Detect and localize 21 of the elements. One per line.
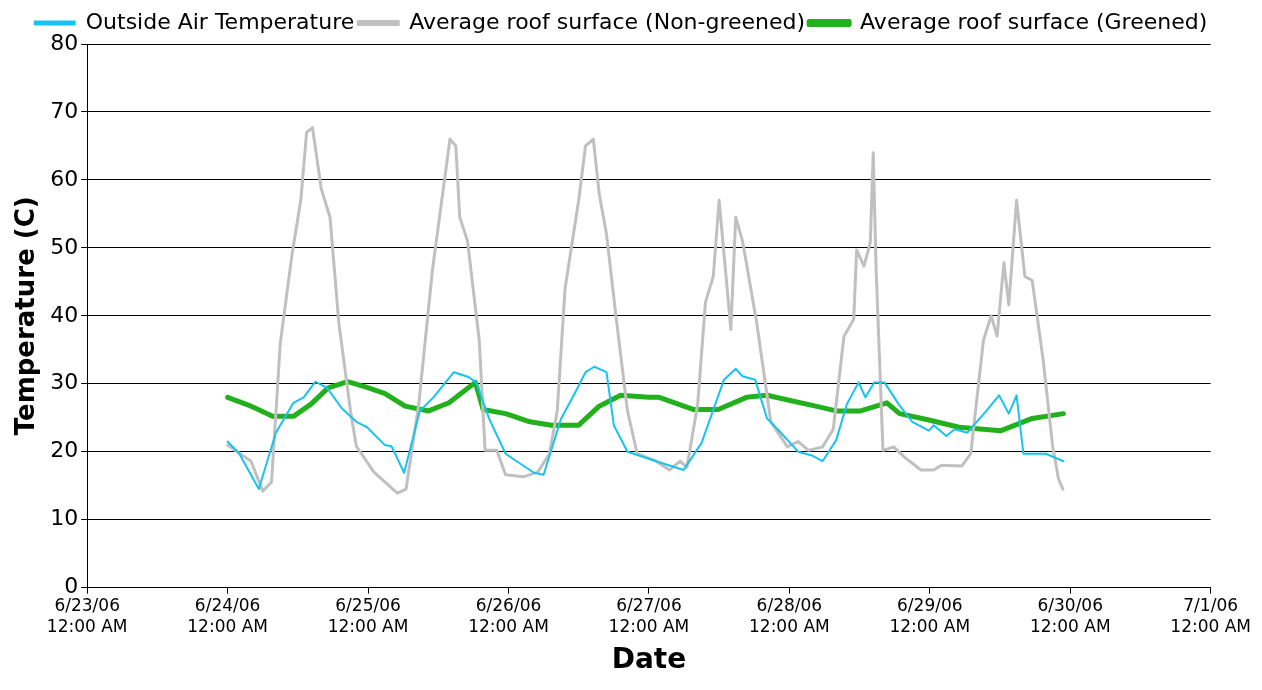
x-tick-label: 6/27/06 12:00 AM bbox=[608, 595, 690, 636]
y-tick-label: 70 bbox=[50, 97, 79, 123]
y-axis-title: Temperature (C) bbox=[10, 196, 41, 436]
legend-label: Outside Air Temperature bbox=[85, 8, 355, 34]
x-tick-label: 6/30/06 12:00 AM bbox=[1029, 595, 1111, 636]
y-tick-label: 20 bbox=[50, 437, 79, 463]
x-tick-label: 6/25/06 12:00 AM bbox=[327, 595, 409, 636]
x-tick-label: 6/29/06 12:00 AM bbox=[889, 595, 971, 636]
x-tick-label: 6/26/06 12:00 AM bbox=[468, 595, 549, 636]
legend-label: Average roof surface (Greened) bbox=[860, 8, 1208, 34]
x-tick-label: 6/24/06 12:00 AM bbox=[187, 595, 268, 636]
x-tick-label: 6/28/06 12:00 AM bbox=[749, 595, 830, 636]
legend-label: Average roof surface (Non-greened) bbox=[409, 8, 806, 34]
y-tick-label: 10 bbox=[50, 505, 79, 531]
x-axis-title: Date bbox=[611, 642, 687, 676]
y-tick-label: 50 bbox=[50, 233, 79, 259]
x-tick-label: 7/1/06 12:00 AM bbox=[1170, 595, 1252, 636]
y-tick-label: 80 bbox=[50, 29, 79, 55]
y-tick-label: 40 bbox=[50, 301, 79, 327]
y-tick-label: 30 bbox=[50, 369, 79, 395]
y-tick-label: 60 bbox=[50, 165, 79, 191]
